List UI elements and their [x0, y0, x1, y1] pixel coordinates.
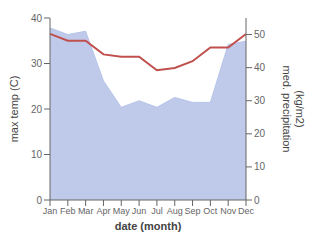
svg-text:10: 10 [31, 149, 43, 160]
svg-text:20: 20 [31, 104, 43, 115]
svg-text:30: 30 [31, 58, 43, 69]
svg-text:20: 20 [254, 128, 266, 139]
svg-text:Sep: Sep [185, 206, 201, 216]
svg-text:40: 40 [31, 13, 43, 24]
svg-text:Feb: Feb [60, 206, 76, 216]
svg-text:Jun: Jun [132, 206, 147, 216]
svg-text:10: 10 [254, 161, 266, 172]
svg-text:0: 0 [254, 195, 260, 206]
svg-text:Jan: Jan [43, 206, 58, 216]
svg-text:Apr: Apr [96, 206, 110, 216]
svg-text:Mar: Mar [78, 206, 94, 216]
svg-text:30: 30 [254, 95, 266, 106]
svg-text:Oct: Oct [203, 206, 218, 216]
svg-text:Nov: Nov [220, 206, 237, 216]
svg-text:Jul: Jul [151, 206, 163, 216]
svg-text:Dec: Dec [238, 206, 255, 216]
svg-text:date (month): date (month) [115, 220, 182, 232]
svg-text:50: 50 [254, 29, 266, 40]
svg-text:May: May [113, 206, 131, 216]
svg-text:0: 0 [36, 195, 42, 206]
svg-text:Aug: Aug [167, 206, 183, 216]
svg-text:med. precipitation(kg/m2): med. precipitation(kg/m2) [281, 66, 306, 153]
svg-text:40: 40 [254, 62, 266, 73]
svg-text:max temp (C): max temp (C) [8, 76, 20, 143]
